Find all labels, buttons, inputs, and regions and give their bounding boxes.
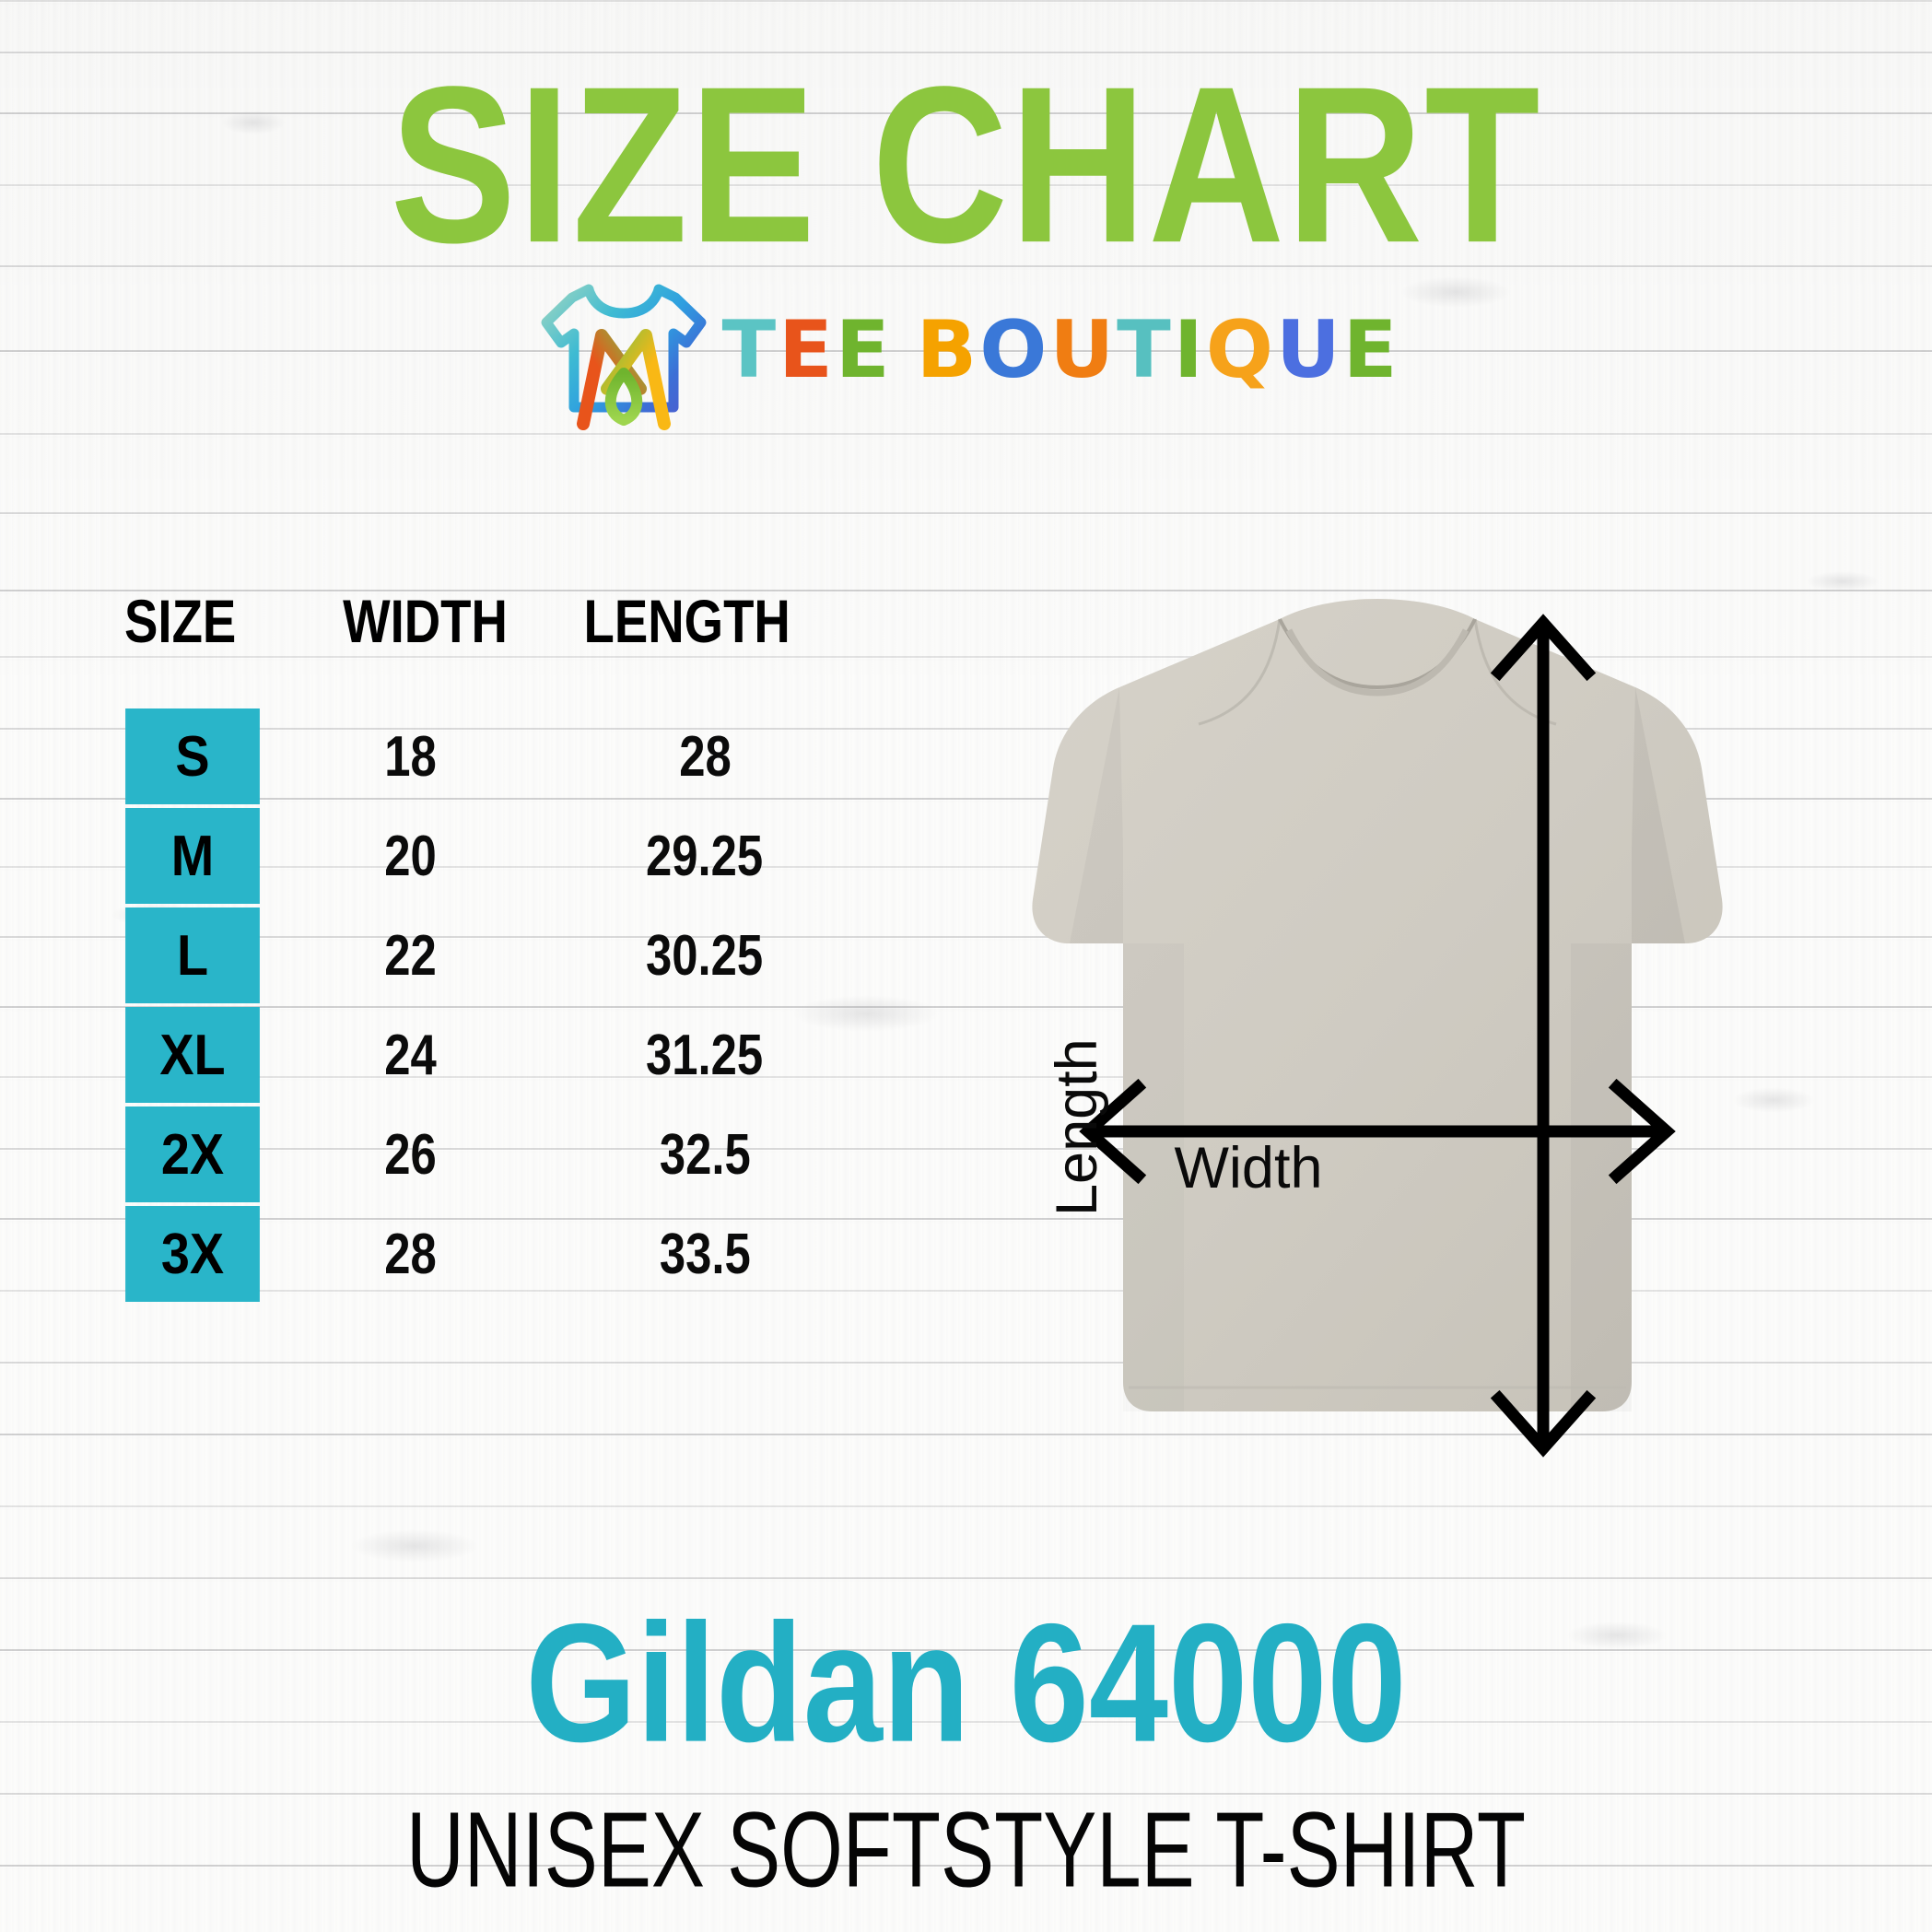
wood-knot — [350, 1529, 479, 1563]
brand-letter: Q — [1205, 303, 1276, 396]
plank-seam — [0, 52, 1932, 53]
plank-seam — [0, 656, 1932, 658]
brand-letter: U — [1049, 303, 1118, 396]
table-row: XL 24 31.25 — [118, 1007, 864, 1103]
brand-letter: E — [779, 303, 836, 396]
length-measure-label: Length — [1045, 1038, 1109, 1216]
wood-knot — [1806, 571, 1879, 591]
table-row: M 20 29.25 — [118, 808, 864, 904]
plank-seam — [0, 1793, 1932, 1795]
size-cell: S — [125, 708, 260, 804]
wood-knot — [1566, 1622, 1668, 1649]
width-cell: 22 — [383, 923, 437, 988]
brand-letter: E — [835, 303, 893, 396]
column-header-width: WIDTH — [343, 588, 508, 657]
plank-seam — [0, 1434, 1932, 1435]
plank-seam — [0, 112, 1932, 114]
plank-seam — [0, 866, 1932, 868]
wood-knot — [1732, 1087, 1815, 1113]
plank-seam — [0, 590, 1932, 591]
brand-letter: I — [1173, 303, 1206, 396]
plank-seam — [0, 1076, 1932, 1078]
brand-letter: U — [1275, 303, 1343, 396]
plank-seam — [0, 512, 1932, 514]
product-description: UNISEX SOFTSTYLE T-SHIRT — [405, 1790, 1527, 1910]
plank-seam — [0, 1505, 1932, 1507]
vertical-double-arrow-icon — [1490, 614, 1597, 1458]
wood-knot — [221, 111, 286, 135]
plank-seam — [0, 350, 1932, 352]
brand-name: T E E B O U T I Q U E — [721, 310, 1399, 390]
wood-knot — [1400, 276, 1511, 308]
plank-seam — [0, 1290, 1932, 1292]
plank-seam — [0, 728, 1932, 730]
length-cell: 32.5 — [659, 1122, 751, 1187]
plank-seam — [0, 184, 1932, 186]
length-cell: 30.25 — [646, 923, 764, 988]
plank-seam — [0, 1148, 1932, 1150]
width-measure-label: Width — [1174, 1136, 1323, 1200]
size-cell: XL — [125, 1007, 260, 1103]
plank-seam — [0, 1006, 1932, 1008]
table-row: 3X 28 33.5 — [118, 1206, 864, 1302]
table-row: S 18 28 — [118, 708, 864, 804]
brand-letter: E — [1342, 303, 1400, 396]
length-cell: 29.25 — [646, 824, 764, 888]
size-cell: 3X — [125, 1206, 260, 1302]
brand-letter: B — [916, 303, 980, 396]
width-cell: 26 — [383, 1122, 437, 1187]
wood-knot — [792, 995, 940, 1032]
width-cell: 24 — [383, 1023, 437, 1087]
measurement-diagram: Width Length — [907, 571, 1847, 1474]
plank-seam — [0, 1649, 1932, 1651]
column-header-size: SIZE — [124, 588, 237, 657]
plank-seam — [0, 1577, 1932, 1579]
plank-seam — [0, 1362, 1932, 1364]
size-cell: 2X — [125, 1107, 260, 1202]
table-row: 2X 26 32.5 — [118, 1107, 864, 1202]
plank-seam — [0, 265, 1932, 267]
brand-logo: T E E B O U T I Q U E — [0, 269, 1932, 430]
plank-seam — [0, 1218, 1932, 1220]
plank-seam — [0, 433, 1932, 435]
size-cell: L — [125, 907, 260, 1003]
plank-seam — [0, 936, 1932, 938]
column-header-length: LENGTH — [583, 588, 790, 657]
length-cell: 31.25 — [646, 1023, 764, 1087]
length-cell: 33.5 — [659, 1222, 751, 1286]
page-title: SIZE CHART — [390, 40, 1542, 290]
horizontal-double-arrow-icon — [1079, 1078, 1676, 1185]
width-cell: 20 — [383, 824, 437, 888]
size-table: SIZE WIDTH LENGTH S 18 28 M 20 29.25 L 2… — [118, 588, 864, 1306]
brand-letter: T — [721, 303, 779, 396]
table-header-row: SIZE WIDTH LENGTH — [118, 588, 864, 657]
size-cell: M — [125, 808, 260, 904]
plank-seam — [0, 798, 1932, 800]
width-cell: 28 — [383, 1222, 437, 1286]
tshirt-illustration-icon — [1032, 599, 1723, 1458]
product-model: Gildan 64000 — [525, 1588, 1407, 1777]
plank-seam — [0, 0, 1932, 2]
width-cell: 18 — [383, 724, 437, 789]
brand-letter: O — [979, 303, 1050, 396]
table-row: L 22 30.25 — [118, 907, 864, 1003]
length-cell: 28 — [678, 724, 732, 789]
brand-letter: T — [1117, 303, 1174, 396]
plank-seam — [0, 1865, 1932, 1867]
plank-seam — [0, 1721, 1932, 1723]
tshirt-rainbow-logo-icon — [541, 284, 707, 430]
